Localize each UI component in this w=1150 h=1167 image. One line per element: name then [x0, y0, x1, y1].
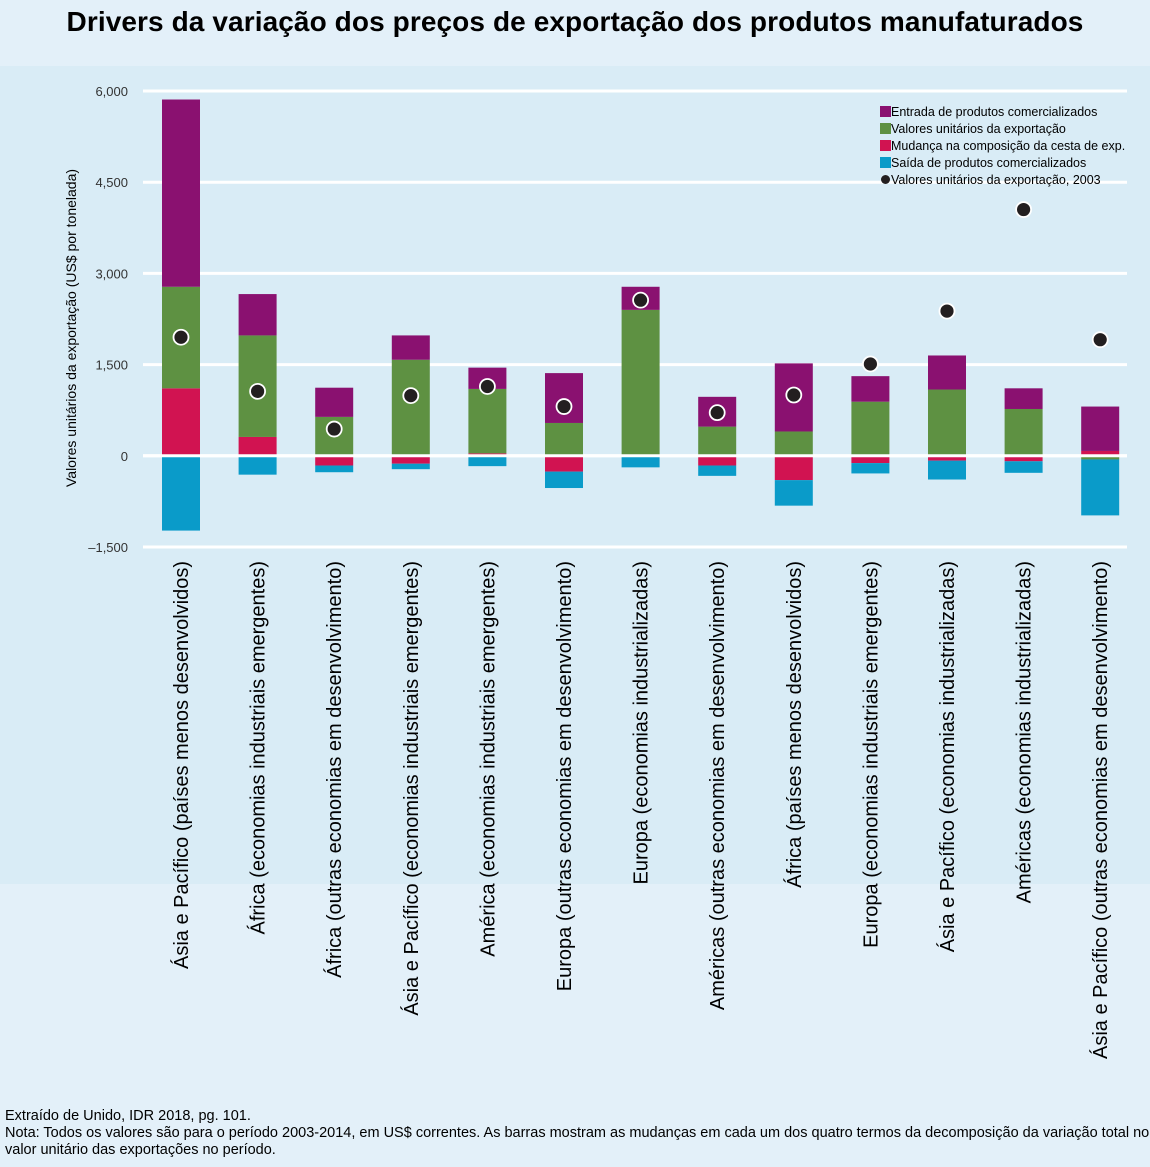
marker-point: [785, 386, 803, 404]
x-tick-label: Américas (outras economias em desenvolvi…: [707, 561, 729, 1010]
x-tick-label: Europa (economias industriais emergentes…: [860, 561, 882, 948]
bar-segment: [1081, 450, 1120, 456]
bar-segment: [315, 455, 354, 466]
bar-segment: [1004, 455, 1043, 462]
bar-segment: [238, 436, 277, 456]
bar-segment: [1004, 408, 1043, 456]
bar-segment: [851, 401, 890, 456]
bar-segment: [928, 455, 966, 461]
bar-segment: [391, 335, 430, 360]
x-tick-label: África (países menos desenvolvidos): [783, 561, 806, 888]
bar-segment: [468, 455, 507, 467]
bar-segment: [1004, 461, 1043, 473]
legend-swatch: [880, 123, 891, 134]
marker-point: [862, 355, 879, 373]
x-tick-label: América (economias industriais emergente…: [477, 561, 499, 957]
y-tick-labels: 6,000 4,500 3,000 1,500 0 –1,500: [88, 84, 128, 555]
marker-point: [402, 387, 420, 405]
bar-segment: [1081, 459, 1120, 516]
bar-segment: [391, 463, 430, 470]
x-tick-label: Europa (outras economias em desenvolvime…: [554, 561, 576, 991]
y-tick-label: –1,500: [88, 540, 128, 555]
y-tick-label: 6,000: [95, 84, 128, 99]
legend-swatch: [880, 157, 891, 168]
legend-label: Entrada de produtos comercializados: [891, 105, 1097, 119]
bar-segment: [774, 480, 813, 506]
legend-label: Mudança na composição da cesta de exp.: [891, 139, 1125, 153]
bar-segment: [928, 389, 966, 456]
marker-point: [172, 328, 190, 346]
bar-segment: [545, 422, 583, 456]
bar-segment: [315, 387, 354, 417]
bar-segment: [698, 465, 737, 476]
footer: Extraído de Unido, IDR 2018, pg. 101. No…: [5, 1108, 1150, 1159]
x-tick-label: Ásia e Pacífico (economias industrializa…: [936, 561, 959, 952]
bar-segment: [928, 355, 966, 390]
bar-segment: [391, 455, 430, 464]
bar-segment: [238, 455, 277, 475]
marker-layer: [172, 201, 1109, 438]
x-tick-label: Ásia e Pacífico (outras economias em des…: [1089, 561, 1112, 1059]
bar-segment: [698, 455, 737, 466]
bar-segment: [545, 455, 583, 472]
bar-segment: [774, 431, 813, 456]
marker-point: [478, 378, 496, 395]
legend: Entrada de produtos comercializados Valor…: [880, 105, 1125, 187]
legend-label: Valores unitários da exportação: [891, 122, 1066, 136]
bar-segment: [468, 388, 507, 454]
bar-segment: [621, 309, 660, 456]
bar-segment: [545, 373, 583, 423]
source-note: Extraído de Unido, IDR 2018, pg. 101.: [5, 1108, 251, 1124]
bar-segment: [851, 376, 890, 402]
bar-segment: [162, 455, 200, 531]
x-tick-label: Ásia e Pacífico (economias industriais e…: [400, 561, 423, 1016]
bar-segment: [774, 455, 813, 481]
bar-segment: [162, 388, 200, 456]
bar-segment: [851, 463, 890, 474]
marker-point: [632, 291, 649, 309]
bar-segment: [851, 455, 890, 464]
x-tick-label: África (economias industriais emergentes…: [247, 561, 270, 935]
legend-label: Saída de produtos comercializados: [891, 156, 1086, 170]
marker-point: [555, 398, 573, 415]
bar-segment: [1004, 388, 1043, 409]
y-tick-label: 4,500: [95, 175, 128, 190]
x-tick-label: Europa (economias industrializadas): [631, 561, 653, 885]
marker-point: [708, 404, 726, 422]
y-axis-label: Valores unitários da exportação (US$ por…: [63, 169, 79, 487]
x-tick-label: África (outras economias em desenvolvime…: [323, 561, 346, 978]
footnote: Nota: Todos os valores são para o períod…: [5, 1125, 1150, 1158]
bar-segment: [315, 465, 354, 473]
bar-segment: [1081, 455, 1120, 460]
y-tick-label: 3,000: [95, 266, 128, 281]
bar-segment: [1081, 406, 1120, 451]
marker-point: [938, 302, 956, 320]
bar-segment: [162, 99, 200, 287]
x-tick-labels: Ásia e Pacífico (países menos desenvolvi…: [170, 561, 1112, 1059]
legend-label: Valores unitários da exportação, 2003: [891, 173, 1101, 187]
bar-segment: [238, 294, 277, 336]
legend-marker: [881, 175, 890, 184]
legend-swatch: [880, 140, 891, 151]
bar-segment: [621, 455, 660, 468]
y-tick-label: 1,500: [95, 358, 128, 373]
chart-title: Drivers da variação dos preços de export…: [66, 6, 1084, 37]
bar-layer: [143, 99, 1127, 531]
y-tick-label: 0: [121, 449, 128, 464]
bar-segment: [545, 471, 583, 489]
legend-swatch: [880, 106, 891, 117]
bar-segment: [391, 359, 430, 456]
bar-segment: [928, 460, 966, 480]
marker-point: [249, 382, 267, 400]
x-tick-label: Américas (economias industrializadas): [1014, 561, 1036, 903]
bar-segment: [698, 426, 737, 456]
marker-point: [325, 420, 343, 438]
marker-point: [1091, 331, 1109, 349]
x-tick-label: Ásia e Pacífico (países menos desenvolvi…: [170, 561, 193, 969]
marker-point: [1015, 201, 1032, 218]
